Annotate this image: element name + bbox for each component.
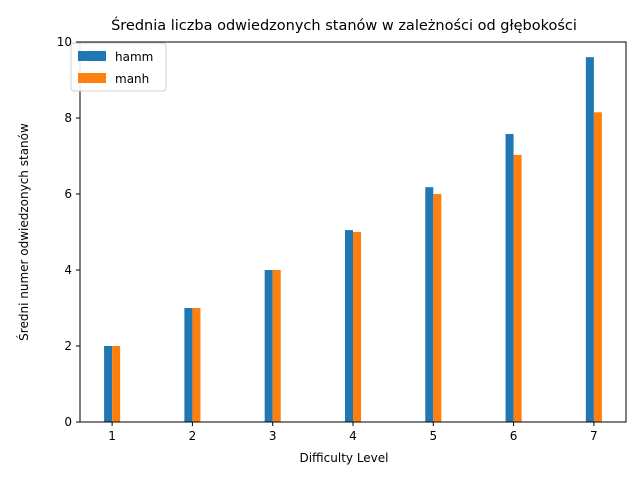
legend-label-manh: manh — [115, 72, 149, 86]
x-tick-label: 4 — [349, 429, 357, 443]
y-ticks: 0 2 4 6 8 10 — [57, 35, 80, 429]
legend-swatch-hamm — [78, 51, 106, 61]
bar-hamm-7 — [585, 57, 594, 422]
y-axis-label: Średni numer odwiedzonych stanów — [16, 123, 31, 341]
legend-swatch-manh — [78, 73, 106, 83]
x-ticks: 1 2 3 4 5 6 7 — [108, 422, 598, 443]
y-tick-label: 2 — [64, 339, 72, 353]
x-tick-label: 7 — [590, 429, 598, 443]
y-tick-label: 6 — [64, 187, 72, 201]
legend: hamm manh — [70, 42, 167, 92]
bar-hamm-5 — [425, 187, 434, 422]
x-axis-label: Difficulty Level — [299, 451, 388, 465]
bar-manh-6 — [513, 154, 522, 423]
bar-manh-2 — [192, 308, 201, 422]
bar-manh-3 — [272, 270, 281, 422]
x-tick-label: 1 — [108, 429, 116, 443]
bar-hamm-3 — [264, 270, 273, 422]
x-tick-label: 2 — [189, 429, 197, 443]
y-tick-label: 0 — [64, 415, 72, 429]
y-tick-label: 8 — [64, 111, 72, 125]
legend-label-hamm: hamm — [115, 50, 153, 64]
bar-manh-5 — [433, 194, 442, 422]
bar-hamm-2 — [184, 308, 193, 422]
bar-hamm-1 — [104, 346, 113, 422]
plot-area-frame — [79, 41, 627, 423]
bar-manh-7 — [593, 112, 602, 423]
bar-hamm-6 — [505, 133, 514, 422]
chart-title: Średnia liczba odwiedzonych stanów w zal… — [111, 16, 577, 34]
bar-manh-1 — [112, 346, 121, 422]
bar-hamm-4 — [344, 230, 353, 422]
bar-manh-4 — [353, 232, 362, 422]
y-tick-label: 4 — [64, 263, 72, 277]
bars-layer — [104, 57, 602, 423]
x-tick-label: 6 — [510, 429, 518, 443]
y-tick-label: 10 — [57, 35, 72, 49]
x-tick-label: 3 — [269, 429, 277, 443]
x-tick-label: 5 — [429, 429, 437, 443]
